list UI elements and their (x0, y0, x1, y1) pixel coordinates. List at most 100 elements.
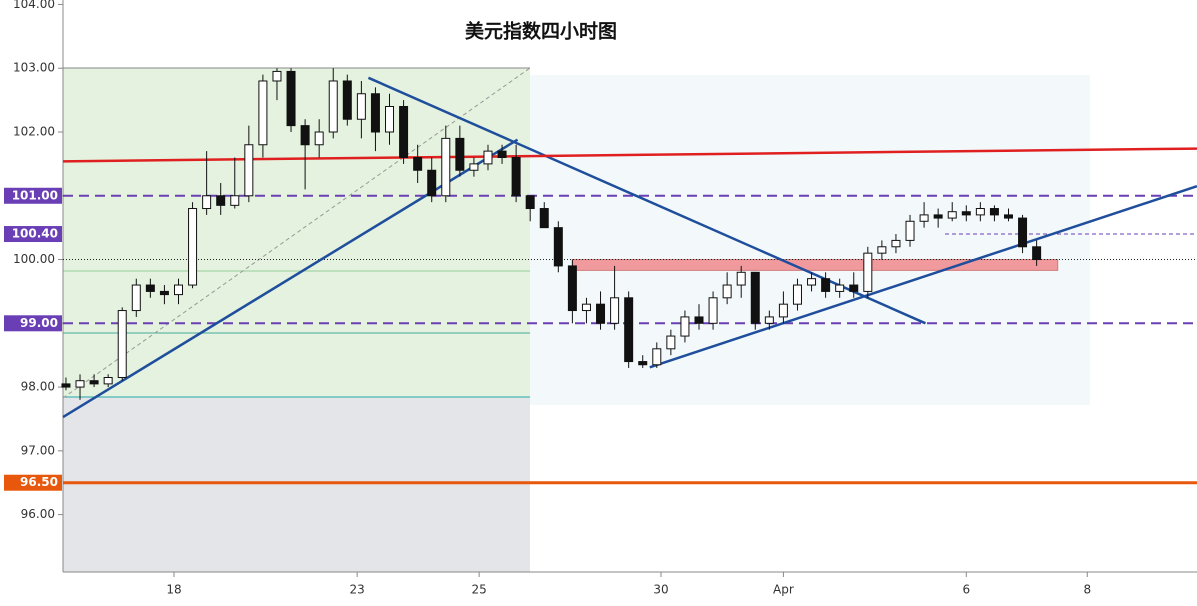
candle-body (413, 157, 423, 171)
candle-body (989, 208, 999, 216)
candle-body (694, 316, 704, 324)
candle-body (202, 195, 212, 210)
x-tick-label: 8 (1083, 583, 1091, 597)
level-tag (4, 187, 62, 204)
fib-zone-lower (63, 397, 530, 572)
x-tick-label: Apr (773, 583, 794, 597)
candle-body (624, 297, 634, 363)
candle-body (469, 163, 479, 171)
candle-body (919, 214, 929, 222)
candle-body (581, 303, 591, 312)
candle-body (244, 144, 254, 197)
y-tick-label: 102.00 (13, 125, 55, 139)
candle-body (947, 211, 957, 219)
x-tick-label: 25 (471, 583, 486, 597)
trendline (367, 76, 926, 325)
fib-diagonal (62, 67, 531, 399)
candle-body (933, 214, 943, 219)
candle-body (807, 278, 817, 286)
candle-body (1032, 246, 1042, 261)
level-label: 96.50 (20, 475, 58, 489)
candle-body (708, 297, 718, 324)
candle-body (553, 227, 563, 267)
y-tick-label: 97.00 (21, 443, 55, 457)
candle-body (638, 361, 648, 366)
level-label: 101.00 (12, 188, 58, 202)
candle-body (216, 195, 226, 206)
candle-body (159, 290, 169, 296)
candle-body (455, 137, 465, 171)
candle-body (652, 348, 662, 366)
level-tag (4, 315, 62, 332)
candle-body (258, 80, 268, 146)
x-tick-label: 18 (166, 583, 181, 597)
candle-body (314, 131, 324, 146)
candle-body (792, 284, 802, 305)
candle-body (722, 284, 732, 299)
candle-body (539, 208, 549, 229)
candle-body (877, 246, 887, 254)
candle-body (272, 70, 282, 82)
y-tick-label: 98.00 (21, 380, 55, 394)
chart-title: 美元指数四小时图 (465, 20, 617, 43)
candle-body (385, 105, 395, 133)
candle-body (821, 278, 831, 292)
candle-body (610, 297, 620, 324)
candle-body (230, 195, 240, 206)
candle-body (427, 169, 437, 197)
candle-body (61, 383, 71, 388)
candle-body (835, 284, 845, 292)
candle-body (399, 105, 409, 159)
x-tick-label: 6 (962, 583, 970, 597)
band-fill (530, 75, 1090, 405)
level-tag (4, 474, 62, 491)
candle-body (117, 310, 127, 379)
candle-body (511, 157, 521, 197)
zone (571, 259, 1059, 271)
candle-body (525, 195, 535, 210)
x-tick-label: 30 (653, 583, 668, 597)
candle-body (891, 239, 901, 248)
candle-body (961, 211, 971, 216)
candle-body (300, 125, 310, 146)
candle-body (666, 335, 676, 350)
candle-body (483, 150, 493, 165)
candle-body (1003, 214, 1013, 219)
level-tag (4, 226, 62, 243)
y-tick-label: 96.00 (21, 507, 55, 521)
candle-body (145, 284, 155, 292)
candle-body (764, 316, 774, 324)
candle-body (849, 284, 859, 292)
candle-body (778, 303, 788, 318)
candle-body (680, 316, 690, 337)
candle-body (89, 380, 99, 385)
candle-body (328, 80, 338, 133)
candle-body (567, 265, 577, 312)
level-label: 100.40 (12, 227, 58, 241)
candle-body (497, 150, 507, 159)
candle-body (750, 271, 760, 324)
candle-body (173, 284, 183, 296)
y-tick-label: 104.00 (13, 0, 55, 11)
candle-body (441, 137, 451, 197)
candle-body (1018, 217, 1028, 248)
candle-body (596, 303, 606, 324)
candle-body (863, 252, 873, 292)
candle-body (975, 208, 985, 216)
y-tick-label: 103.00 (13, 61, 55, 75)
candle-body (75, 380, 85, 388)
y-tick-label: 100.00 (13, 252, 55, 266)
candle-body (131, 284, 141, 312)
candle-body (188, 208, 198, 286)
trendline (649, 185, 1197, 369)
candle-body (905, 220, 915, 241)
candle-body (103, 377, 113, 385)
candle-body (342, 80, 352, 120)
candle-body (286, 70, 296, 127)
candle-body (736, 271, 746, 286)
candle-body (356, 93, 366, 120)
candle-body (370, 93, 380, 133)
level-label: 99.00 (20, 316, 58, 330)
x-tick-label: 23 (350, 583, 365, 597)
